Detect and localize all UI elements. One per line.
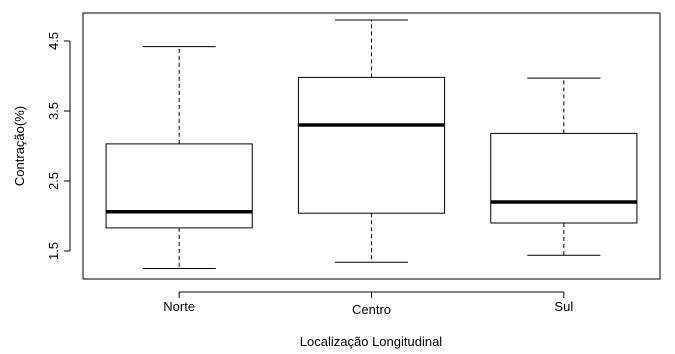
x-tick-label: Norte xyxy=(163,299,195,314)
box-norte xyxy=(105,46,253,269)
iqr-box xyxy=(105,143,253,229)
y-tick-label: 2.5 xyxy=(46,172,61,190)
x-axis-title: Localização Longitudinal xyxy=(300,334,442,349)
y-axis-title: Contração(%) xyxy=(12,106,27,186)
x-tick-label: Sul xyxy=(554,299,573,314)
box-centro xyxy=(297,19,446,263)
box-sul xyxy=(490,77,638,256)
y-tick-label: 1.5 xyxy=(46,242,61,260)
y-tick-label: 4.5 xyxy=(46,32,61,50)
y-axis: 1.5 2.5 3.5 4.5 xyxy=(46,32,71,260)
x-tick-label: Centro xyxy=(352,302,391,317)
boxes-group xyxy=(105,19,638,269)
x-axis: Norte Centro Sul xyxy=(163,291,573,317)
plot-frame xyxy=(82,12,661,280)
iqr-box xyxy=(297,76,446,214)
y-tick-label: 3.5 xyxy=(46,102,61,120)
iqr-box xyxy=(490,132,638,224)
